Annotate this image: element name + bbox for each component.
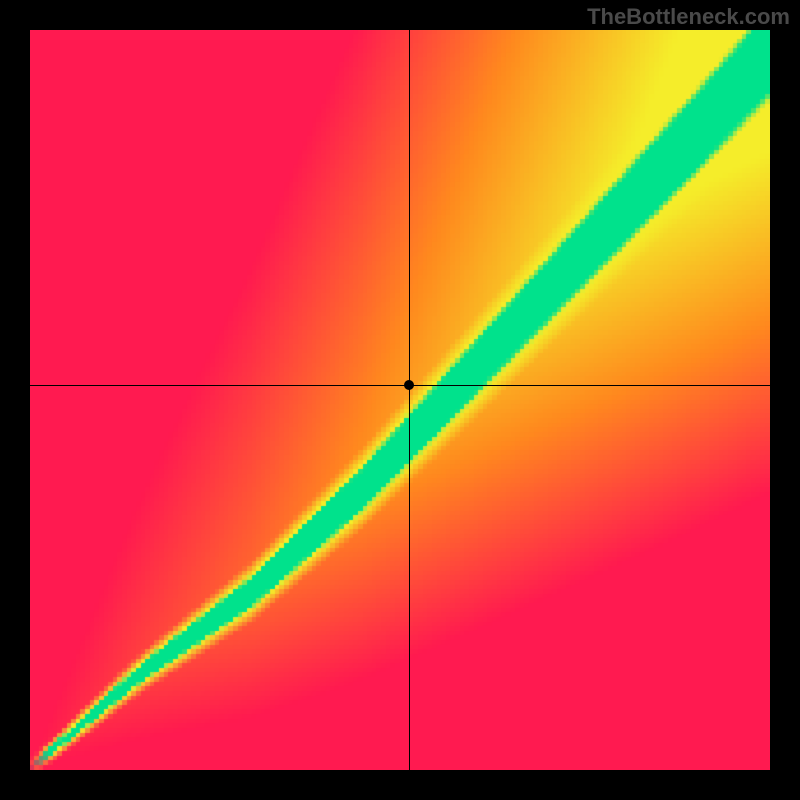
- crosshair-vertical: [409, 30, 410, 770]
- plot-area: [30, 30, 770, 770]
- crosshair-horizontal: [30, 385, 770, 386]
- marker-dot: [404, 380, 414, 390]
- heatmap-canvas: [30, 30, 770, 770]
- chart-container: TheBottleneck.com: [0, 0, 800, 800]
- watermark-text: TheBottleneck.com: [587, 4, 790, 30]
